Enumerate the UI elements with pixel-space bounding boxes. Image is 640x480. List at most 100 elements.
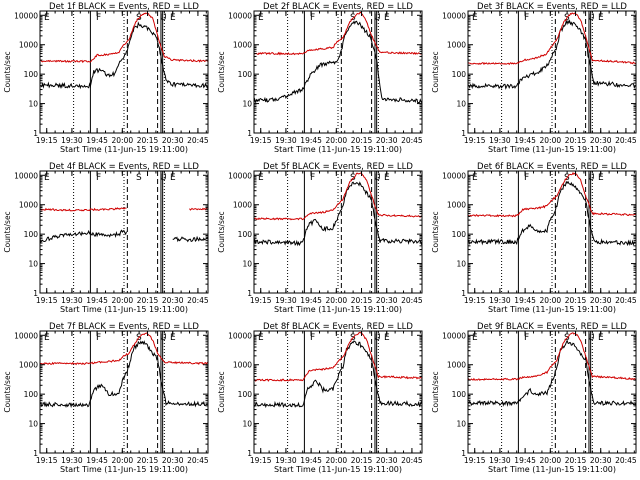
marker-lines — [287, 331, 379, 453]
series-line-events — [254, 20, 422, 104]
plot-frame — [39, 10, 209, 134]
series-group — [468, 332, 636, 407]
y-tick-label: 10 — [242, 100, 252, 109]
x-tick-label: 20:15 — [137, 136, 159, 145]
x-tick-label: 19:30 — [275, 136, 297, 145]
x-tick-label: 20:45 — [615, 296, 637, 305]
x-tick-label: 19:30 — [489, 296, 511, 305]
flag-letter: E — [170, 173, 176, 183]
series-line-events — [40, 340, 208, 409]
x-tick-label: 19:45 — [514, 136, 536, 145]
flag-letter: E — [44, 333, 50, 343]
x-tick-label: 19:15 — [36, 136, 58, 145]
x-tick-label: 20:45 — [401, 296, 423, 305]
panel-title: Det 4f BLACK = Events, RED = LLD — [49, 162, 199, 172]
flag-letter: U — [160, 173, 167, 183]
x-tick-label: 19:15 — [36, 296, 58, 305]
x-tick-label: 19:45 — [300, 296, 322, 305]
flag-letter: E — [472, 13, 478, 23]
flag-letter: F — [524, 13, 529, 23]
flag-letter: F — [96, 333, 101, 343]
plot-frame — [253, 330, 423, 454]
y-tick-label: 1 — [247, 449, 252, 458]
flag-letter: U — [374, 173, 381, 183]
series-line-events — [468, 339, 636, 407]
series-line-lld — [254, 11, 422, 56]
x-tick-label: 20:30 — [590, 136, 612, 145]
y-tick-label: 100 — [452, 230, 467, 239]
series-group — [40, 207, 208, 243]
flag-letter: F — [310, 173, 315, 183]
series-line-events — [172, 235, 208, 243]
x-tick-label: 20:15 — [351, 456, 373, 465]
y-tick-label: 100 — [238, 230, 253, 239]
y-tick-label: 1000 — [447, 201, 466, 210]
series-group — [468, 12, 636, 90]
flag-letter: E — [384, 173, 390, 183]
x-tick-label: 19:15 — [250, 296, 272, 305]
y-axis-label: Counts/sec — [217, 371, 226, 412]
y-tick-label: 10000 — [228, 171, 252, 180]
x-axis-label: Start Time (11-Jun-15 19:11:00) — [60, 145, 188, 154]
panel-title: Det 2f BLACK = Events, RED = LLD — [263, 2, 413, 12]
x-tick-label: 20:30 — [590, 296, 612, 305]
x-tick-label: 19:30 — [489, 456, 511, 465]
panel-title: Det 6f BLACK = Events, RED = LLD — [477, 162, 627, 172]
plot-frame — [39, 330, 209, 454]
flag-letter: E — [44, 173, 50, 183]
plot-frame — [253, 170, 423, 294]
x-tick-label: 19:45 — [514, 296, 536, 305]
x-tick-label: 20:00 — [540, 296, 562, 305]
y-tick-label: 10 — [28, 420, 38, 429]
series-line-lld — [40, 12, 208, 64]
series-group — [254, 331, 422, 409]
flag-letter: U — [588, 173, 595, 183]
y-tick-label: 10000 — [442, 11, 466, 20]
y-tick-label: 100 — [452, 390, 467, 399]
x-tick-label: 20:15 — [351, 136, 373, 145]
panel-title: Det 7f BLACK = Events, RED = LLD — [49, 322, 199, 332]
y-tick-label: 10000 — [14, 11, 38, 20]
plot-frame — [253, 10, 423, 134]
x-tick-label: 20:00 — [326, 296, 348, 305]
flag-letter: F — [96, 173, 101, 183]
x-tick-label: 20:00 — [326, 456, 348, 465]
x-tick-label: 19:45 — [300, 456, 322, 465]
flag-letter: F — [524, 173, 529, 183]
y-tick-label: 1 — [461, 289, 466, 298]
flag-letter: U — [588, 13, 595, 23]
flag-letter: F — [310, 333, 315, 343]
flag-letter: E — [384, 333, 390, 343]
marker-lines — [287, 11, 379, 133]
x-axis-label: Start Time (11-Jun-15 19:11:00) — [488, 465, 616, 474]
x-tick-label: 20:45 — [615, 136, 637, 145]
x-tick-label: 20:45 — [615, 456, 637, 465]
y-tick-label: 10 — [456, 420, 466, 429]
y-tick-label: 100 — [24, 390, 39, 399]
series-line-events — [254, 340, 422, 409]
series-group — [468, 171, 636, 247]
x-tick-label: 19:30 — [61, 296, 83, 305]
y-axis-label: Counts/sec — [3, 51, 12, 92]
y-tick-label: 1 — [461, 129, 466, 138]
y-axis-label: Counts/sec — [3, 211, 12, 252]
y-tick-label: 10000 — [228, 11, 252, 20]
y-tick-label: 1000 — [447, 361, 466, 370]
y-tick-label: 100 — [238, 70, 253, 79]
x-tick-label: 20:45 — [401, 456, 423, 465]
y-tick-label: 10000 — [14, 171, 38, 180]
flag-letter: S — [136, 173, 142, 183]
series-line-lld — [254, 331, 422, 382]
y-axis-label: Counts/sec — [431, 211, 440, 252]
x-tick-label: 20:30 — [162, 296, 184, 305]
plot-frame — [467, 170, 637, 294]
y-tick-label: 1000 — [233, 361, 252, 370]
y-axis-label: Counts/sec — [431, 371, 440, 412]
x-tick-label: 20:45 — [401, 136, 423, 145]
x-axis-label: Start Time (11-Jun-15 19:11:00) — [274, 465, 402, 474]
x-tick-label: 19:45 — [86, 296, 108, 305]
